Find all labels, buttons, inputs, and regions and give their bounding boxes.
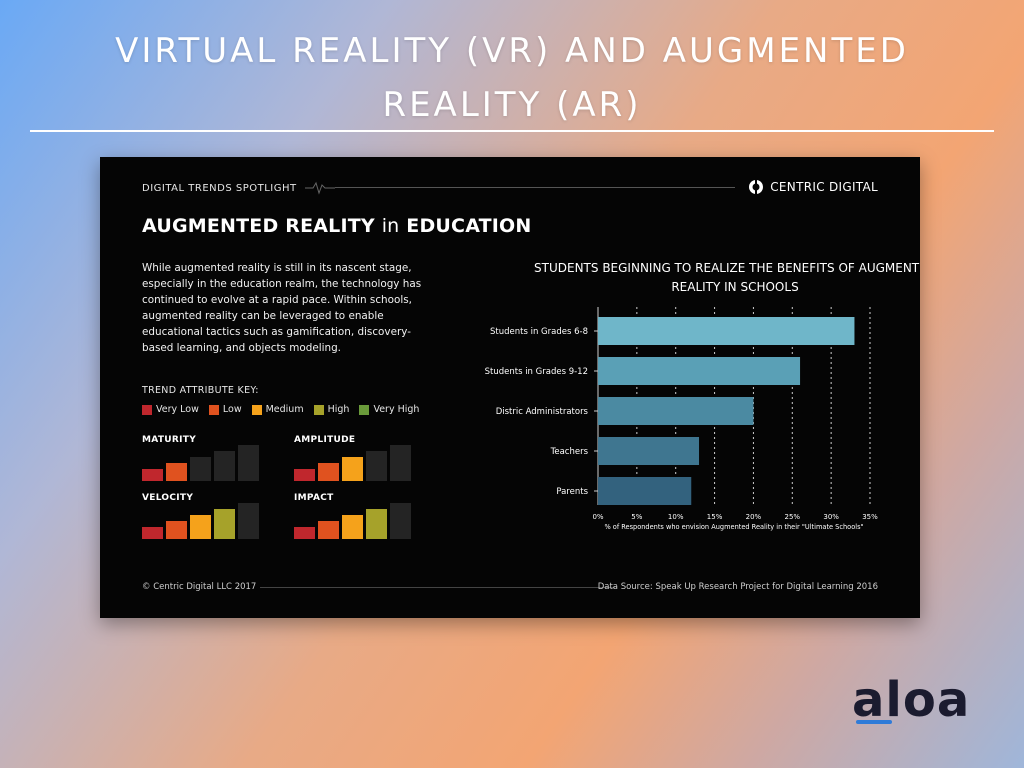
key-title: TREND ATTRIBUTE KEY: (142, 385, 259, 396)
spotlight-label: DIGITAL TRENDS SPOTLIGHT (142, 183, 297, 194)
metric-amplitude: AMPLITUDE (294, 435, 414, 481)
metric-bar (238, 445, 259, 481)
metric-bar (166, 463, 187, 481)
key-label: High (327, 404, 350, 415)
metric-bar (166, 521, 187, 539)
metric-maturity: MATURITY (142, 435, 262, 481)
metric-velocity: VELOCITY (142, 493, 262, 539)
category-label: Parents (556, 487, 588, 497)
category-label: Students in Grades 9-12 (485, 367, 588, 377)
aloa-logo-underline (856, 720, 892, 724)
key-item: Medium (251, 404, 304, 415)
bar (598, 317, 855, 345)
slide-title-line1: VIRTUAL REALITY (VR) AND AUGMENTED (115, 31, 909, 71)
metric-label: VELOCITY (142, 493, 194, 503)
metric-bar (318, 463, 339, 481)
key-label: Very Low (156, 404, 199, 415)
key-swatch (251, 404, 262, 415)
metric-bar (366, 451, 387, 481)
key-swatch (359, 404, 370, 415)
x-tick-label: 5% (631, 513, 642, 521)
x-tick-label: 10% (668, 513, 684, 521)
key-item: Low (208, 404, 242, 415)
metric-bar (294, 469, 315, 481)
brand-logo: CENTRIC DIGITAL (748, 179, 878, 195)
chart-title-line2: REALITY IN SCHOOLS (671, 280, 798, 294)
intro-paragraph: While augmented reality is still in its … (142, 262, 422, 354)
x-tick-label: 15% (707, 513, 723, 521)
metric-bars (294, 445, 414, 481)
x-axis-label: % of Respondents who envision Augmented … (604, 523, 863, 531)
metric-bars (142, 503, 262, 539)
metric-bar (366, 509, 387, 539)
metric-label: AMPLITUDE (294, 435, 356, 445)
header-rule (335, 187, 735, 188)
metric-bars (294, 503, 414, 539)
aloa-logo: aloa (852, 672, 971, 728)
metric-bars (142, 445, 262, 481)
key-swatch (208, 404, 219, 415)
headline-part1: AUGMENTED REALITY (142, 215, 375, 237)
metric-bar (142, 527, 163, 539)
slide-title: VIRTUAL REALITY (VR) AND AUGMENTED REALI… (0, 24, 1024, 132)
trend-key: Very Low Low Medium High Very High (142, 404, 419, 415)
key-swatch (142, 404, 152, 415)
pulse-icon (305, 181, 335, 195)
metric-bar (214, 451, 235, 481)
copyright: © Centric Digital LLC 2017 (142, 582, 257, 592)
brand-name: CENTRIC DIGITAL (770, 180, 878, 194)
metric-bar (342, 457, 363, 481)
category-label: Students in Grades 6-8 (490, 327, 588, 337)
metric-bar (294, 527, 315, 539)
key-label: Medium (265, 404, 304, 415)
x-tick-label: 25% (785, 513, 801, 521)
bar (598, 397, 754, 425)
headline-part3: EDUCATION (406, 215, 532, 237)
metric-label: IMPACT (294, 493, 334, 503)
chart-title-line1: STUDENTS BEGINNING TO REALIZE THE BENEFI… (534, 261, 920, 275)
title-divider (30, 130, 994, 132)
metric-bar (214, 509, 235, 539)
x-tick-label: 20% (746, 513, 762, 521)
key-label: Low (222, 404, 242, 415)
key-item: Very High (359, 404, 419, 415)
metric-bar (390, 445, 411, 481)
bar (598, 477, 692, 505)
slide-title-line2: REALITY (AR) (382, 85, 642, 125)
key-label: Very High (373, 404, 420, 415)
x-tick-label: 35% (862, 513, 878, 521)
metric-bar (342, 515, 363, 539)
metric-label: MATURITY (142, 435, 197, 445)
metric-bar (190, 515, 211, 539)
metric-bar (390, 503, 411, 539)
category-label: Teachers (550, 447, 589, 457)
metric-impact: IMPACT (294, 493, 414, 539)
infographic-card: DIGITAL TRENDS SPOTLIGHT CENTRIC DIGITAL… (100, 157, 920, 618)
metric-bar (142, 469, 163, 481)
x-tick-label: 0% (592, 513, 603, 521)
key-item: High (313, 404, 350, 415)
metric-bar (190, 457, 211, 481)
bar (598, 437, 700, 465)
footer-rule (260, 587, 615, 588)
bar-chart: STUDENTS BEGINNING TO REALIZE THE BENEFI… (485, 261, 920, 531)
centric-logo-icon (749, 179, 764, 195)
key-item: Very Low (142, 404, 199, 415)
headline-part2: in (381, 215, 400, 237)
key-swatch (313, 404, 324, 415)
x-tick-label: 30% (823, 513, 839, 521)
metric-bar (318, 521, 339, 539)
category-label: Distric Administrators (496, 407, 589, 417)
metric-bar (238, 503, 259, 539)
data-source: Data Source: Speak Up Research Project f… (597, 582, 878, 592)
headline: AUGMENTED REALITY in EDUCATION (142, 215, 532, 237)
bar (598, 357, 801, 385)
